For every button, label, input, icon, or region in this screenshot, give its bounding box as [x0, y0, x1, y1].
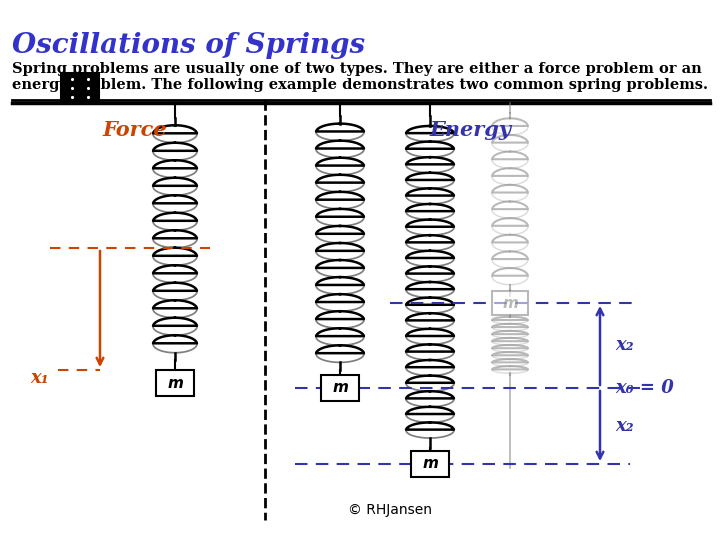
Bar — [492, 291, 528, 315]
Bar — [61, 73, 99, 103]
Text: m: m — [502, 295, 518, 310]
Text: x₀ = 0: x₀ = 0 — [615, 379, 674, 397]
Text: x₂: x₂ — [615, 417, 634, 435]
Text: © RHJansen: © RHJansen — [348, 503, 432, 517]
Text: m: m — [332, 381, 348, 395]
Text: Spring problems are usually one of two types. They are either a force problem or: Spring problems are usually one of two t… — [12, 62, 702, 76]
Text: Oscillations of Springs: Oscillations of Springs — [12, 32, 365, 59]
Text: Energy: Energy — [429, 120, 511, 140]
Text: x₂: x₂ — [615, 336, 634, 354]
Bar — [411, 451, 449, 477]
Text: m: m — [167, 375, 183, 390]
Text: x₁: x₁ — [30, 369, 49, 387]
Text: m: m — [422, 456, 438, 471]
Bar — [321, 375, 359, 401]
Text: energy problem. The following example demonstrates two common spring problems.: energy problem. The following example de… — [12, 78, 708, 92]
Bar — [156, 370, 194, 396]
Text: Force: Force — [103, 120, 167, 140]
